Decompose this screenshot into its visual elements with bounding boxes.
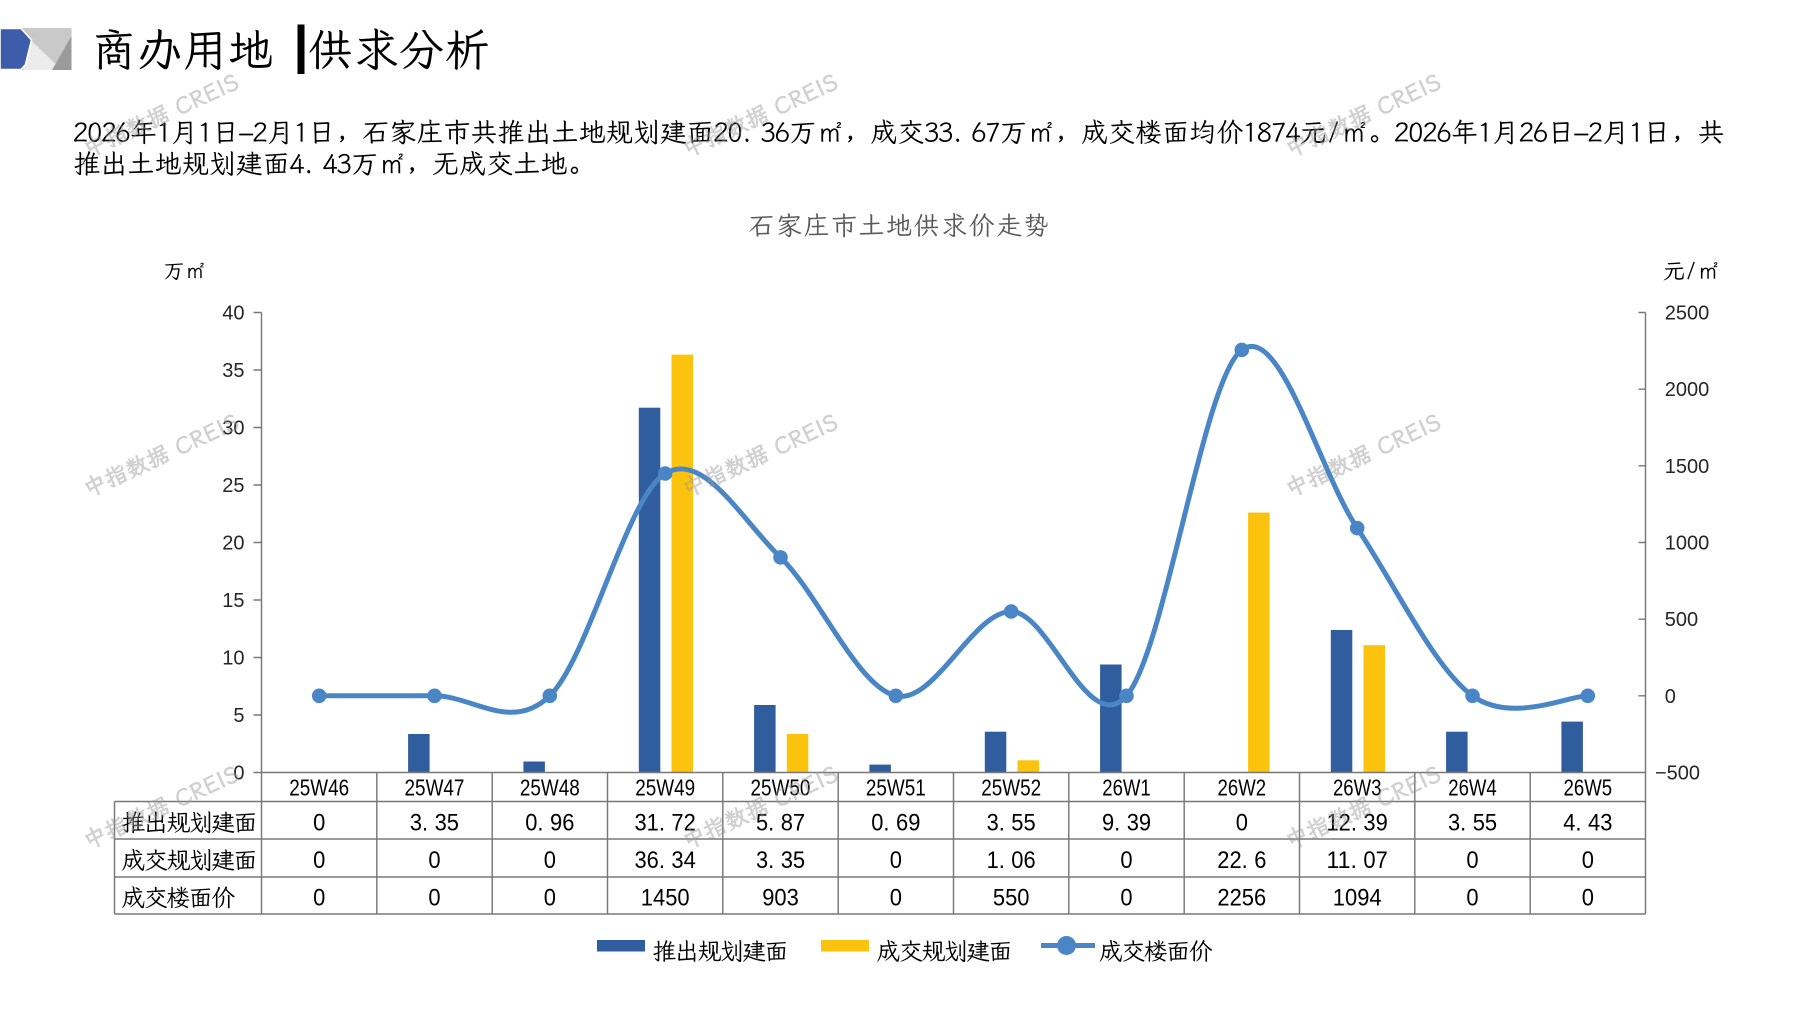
svg-text:34: 34 [671,847,695,874]
svg-text:07: 07 [1363,847,1387,874]
svg-text:0.: 0. [871,810,889,837]
svg-text:26W4: 26W4 [1448,775,1497,801]
svg-text:06: 06 [1011,847,1035,874]
svg-text:0: 0 [1582,885,1594,912]
svg-text:0: 0 [313,847,325,874]
svg-text:20: 20 [222,533,244,555]
svg-text:6: 6 [1254,847,1266,874]
svg-text:5: 5 [233,705,244,727]
svg-text:25: 25 [222,475,244,497]
svg-text:22.: 22. [1217,847,1247,874]
svg-text:550: 550 [993,885,1030,912]
svg-text:500: 500 [1665,609,1698,631]
svg-text:39: 39 [1127,810,1151,837]
svg-text:26W2: 26W2 [1218,775,1267,801]
svg-text:5.: 5. [756,810,774,837]
svg-text:903: 903 [762,885,799,912]
svg-text:43: 43 [1588,810,1612,837]
svg-text:15: 15 [222,590,244,612]
svg-text:0: 0 [313,810,325,837]
svg-text:0: 0 [233,763,244,785]
svg-text:3.: 3. [1448,810,1466,837]
svg-text:69: 69 [896,810,920,837]
svg-text:25W52: 25W52 [981,775,1041,801]
svg-text:0: 0 [1665,686,1676,708]
svg-text:4.: 4. [1563,810,1581,837]
svg-text:0: 0 [544,885,556,912]
svg-text:1500: 1500 [1665,456,1710,478]
svg-text:55: 55 [1473,810,1497,837]
svg-text:0: 0 [544,847,556,874]
svg-text:0: 0 [428,847,440,874]
svg-text:26W1: 26W1 [1102,775,1151,801]
svg-text:0: 0 [313,885,325,912]
svg-text:26W3: 26W3 [1333,775,1382,801]
svg-text:2000: 2000 [1665,379,1710,401]
svg-text:1094: 1094 [1333,885,1382,912]
svg-text:96: 96 [550,810,574,837]
svg-text:2256: 2256 [1217,885,1266,912]
svg-text:0: 0 [890,847,902,874]
svg-text:25W51: 25W51 [866,775,926,801]
svg-text:0: 0 [890,885,902,912]
svg-text:25W46: 25W46 [289,775,349,801]
svg-text:0: 0 [1466,847,1478,874]
svg-text:35: 35 [781,847,805,874]
svg-text:1000: 1000 [1665,533,1710,555]
svg-text:3.: 3. [987,810,1005,837]
svg-text:3.: 3. [756,847,774,874]
svg-text:11.: 11. [1327,847,1357,874]
svg-text:87: 87 [781,810,805,837]
svg-text:2500: 2500 [1665,303,1710,325]
svg-text:26W5: 26W5 [1564,775,1613,801]
svg-text:1.: 1. [987,847,1005,874]
svg-text:25W49: 25W49 [635,775,695,801]
svg-text:25W50: 25W50 [751,775,811,801]
svg-text:0: 0 [1120,847,1132,874]
svg-text:1450: 1450 [641,885,690,912]
svg-text:3.: 3. [410,810,428,837]
svg-text:55: 55 [1011,810,1035,837]
svg-text:36.: 36. [635,847,665,874]
svg-text:35: 35 [222,360,244,382]
svg-text:35: 35 [435,810,459,837]
svg-text:25W47: 25W47 [405,775,465,801]
svg-text:0: 0 [1120,885,1132,912]
svg-text:9.: 9. [1102,810,1120,837]
svg-text:−500: −500 [1655,763,1700,785]
svg-text:25W48: 25W48 [520,775,580,801]
svg-text:0.: 0. [525,810,543,837]
svg-text:40: 40 [222,303,244,325]
svg-text:0: 0 [428,885,440,912]
svg-text:0: 0 [1582,847,1594,874]
svg-text:10: 10 [222,648,244,670]
svg-text:0: 0 [1236,810,1248,837]
svg-text:31.: 31. [635,810,665,837]
svg-text:0: 0 [1466,885,1478,912]
